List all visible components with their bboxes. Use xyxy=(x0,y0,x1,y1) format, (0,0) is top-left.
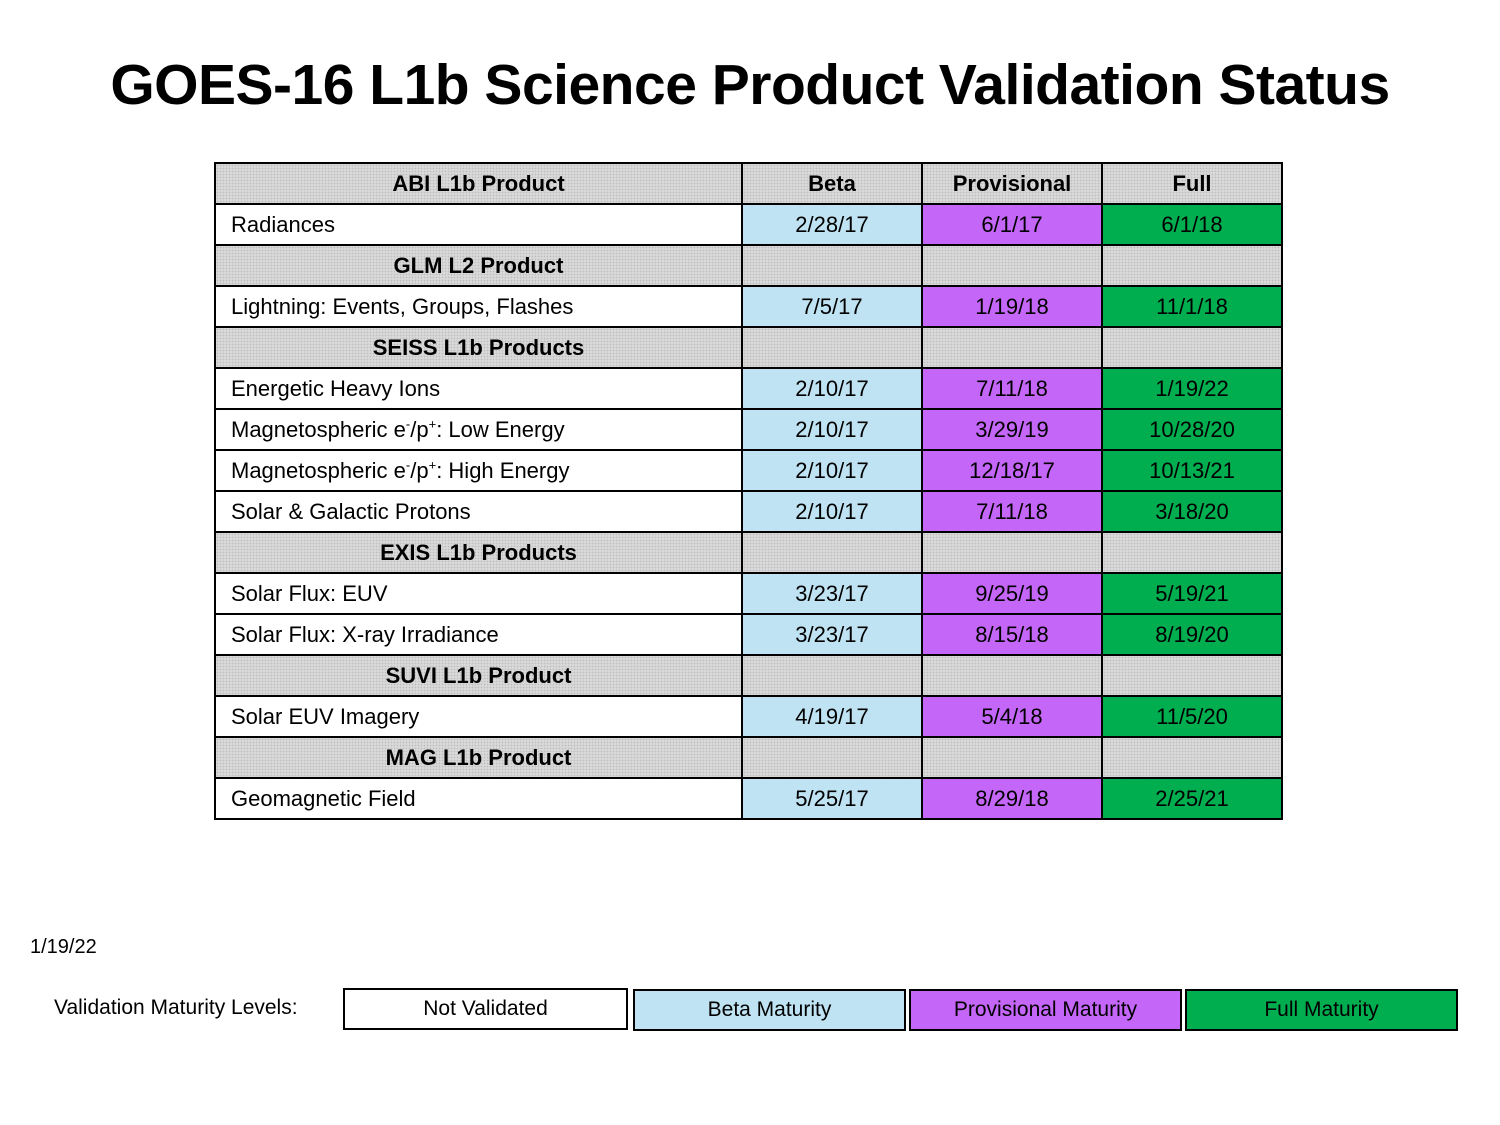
provisional-date: 1/19/18 xyxy=(921,285,1103,328)
section-row: SEISS L1b Products xyxy=(214,326,1283,369)
header-full: Full xyxy=(1101,162,1283,205)
full-date: 5/19/21 xyxy=(1101,572,1283,615)
table-row: Solar & Galactic Protons 2/10/17 7/11/18 3/… xyxy=(214,490,1283,533)
product-name-part: /p xyxy=(410,457,429,483)
table-row: Geomagnetic Field 5/25/17 8/29/18 2/25/21 xyxy=(214,777,1283,820)
section-title: EXIS L1b Products xyxy=(214,531,743,574)
legend-full-maturity: Full Maturity xyxy=(1185,989,1458,1031)
superscript: - xyxy=(405,416,411,432)
provisional-date: 8/15/18 xyxy=(921,613,1103,656)
full-date: 10/13/21 xyxy=(1101,449,1283,492)
full-date: 8/19/20 xyxy=(1101,613,1283,656)
superscript: - xyxy=(405,457,411,473)
header-beta: Beta xyxy=(741,162,923,205)
beta-date: 3/23/17 xyxy=(741,572,923,615)
provisional-date: 7/11/18 xyxy=(921,490,1103,533)
table-row: Solar Flux: EUV 3/23/17 9/25/19 5/19/21 xyxy=(214,572,1283,615)
section-empty-cell xyxy=(1101,736,1283,779)
legend-not-validated: Not Validated xyxy=(343,988,628,1030)
provisional-date: 6/1/17 xyxy=(921,203,1103,246)
beta-date: 5/25/17 xyxy=(741,777,923,820)
beta-date: 7/5/17 xyxy=(741,285,923,328)
product-name: Magnetospheric e-/p+: Low Energy xyxy=(214,408,743,451)
legend-label: Validation Maturity Levels: xyxy=(54,996,298,1019)
beta-date: 2/10/17 xyxy=(741,408,923,451)
product-name-part: : Low Energy xyxy=(436,416,565,442)
provisional-date: 7/11/18 xyxy=(921,367,1103,410)
section-empty-cell xyxy=(741,244,923,287)
section-title: MAG L1b Product xyxy=(214,736,743,779)
section-empty-cell xyxy=(741,531,923,574)
beta-date: 2/10/17 xyxy=(741,449,923,492)
section-empty-cell xyxy=(741,736,923,779)
section-empty-cell xyxy=(1101,244,1283,287)
product-name-part: : High Energy xyxy=(436,457,570,483)
header-provisional: Provisional xyxy=(921,162,1103,205)
provisional-date: 9/25/19 xyxy=(921,572,1103,615)
provisional-date: 5/4/18 xyxy=(921,695,1103,738)
section-empty-cell xyxy=(1101,654,1283,697)
full-date: 6/1/18 xyxy=(1101,203,1283,246)
product-name: Solar EUV Imagery xyxy=(214,695,743,738)
table-row: Lightning: Events, Groups, Flashes 7/5/17… xyxy=(214,285,1283,328)
section-empty-cell xyxy=(741,654,923,697)
full-date: 3/18/20 xyxy=(1101,490,1283,533)
section-row: SUVI L1b Product xyxy=(214,654,1283,697)
product-name: Solar & Galactic Protons xyxy=(214,490,743,533)
section-row: EXIS L1b Products xyxy=(214,531,1283,574)
product-name: Solar Flux: EUV xyxy=(214,572,743,615)
beta-date: 4/19/17 xyxy=(741,695,923,738)
beta-date: 2/28/17 xyxy=(741,203,923,246)
product-name: Radiances xyxy=(214,203,743,246)
section-empty-cell xyxy=(921,654,1103,697)
table-header-row: ABI L1b Product Beta Provisional Full xyxy=(214,162,1283,205)
full-date: 2/25/21 xyxy=(1101,777,1283,820)
section-empty-cell xyxy=(921,531,1103,574)
section-title: GLM L2 Product xyxy=(214,244,743,287)
table-row: Solar EUV Imagery 4/19/17 5/4/18 11/5/20 xyxy=(214,695,1283,738)
section-empty-cell xyxy=(921,244,1103,287)
section-empty-cell xyxy=(741,326,923,369)
beta-date: 2/10/17 xyxy=(741,367,923,410)
table-row: Solar Flux: X-ray Irradiance 3/23/17 8/15/… xyxy=(214,613,1283,656)
product-name: Lightning: Events, Groups, Flashes xyxy=(214,285,743,328)
legend-provisional-maturity: Provisional Maturity xyxy=(909,989,1182,1031)
superscript: + xyxy=(428,457,437,473)
product-name: Magnetospheric e-/p+: High Energy xyxy=(214,449,743,492)
table-row: Energetic Heavy Ions 2/10/17 7/11/18 1/19/2… xyxy=(214,367,1283,410)
provisional-date: 3/29/19 xyxy=(921,408,1103,451)
full-date: 10/28/20 xyxy=(1101,408,1283,451)
table-row: Magnetospheric e-/p+: Low Energy 2/10/17 3… xyxy=(214,408,1283,451)
superscript: + xyxy=(428,416,437,432)
section-title: SUVI L1b Product xyxy=(214,654,743,697)
product-name-part: /p xyxy=(410,416,429,442)
full-date: 1/19/22 xyxy=(1101,367,1283,410)
section-empty-cell xyxy=(921,736,1103,779)
section-empty-cell xyxy=(1101,531,1283,574)
section-row: MAG L1b Product xyxy=(214,736,1283,779)
section-empty-cell xyxy=(921,326,1103,369)
table-row: Magnetospheric e-/p+: High Energy 2/10/17… xyxy=(214,449,1283,492)
full-date: 11/1/18 xyxy=(1101,285,1283,328)
page-title: GOES-16 L1b Science Product Validation S… xyxy=(110,53,1390,117)
product-name-part: Magnetospheric e xyxy=(231,457,406,483)
provisional-date: 8/29/18 xyxy=(921,777,1103,820)
full-date: 11/5/20 xyxy=(1101,695,1283,738)
product-name: Solar Flux: X-ray Irradiance xyxy=(214,613,743,656)
product-name-part: Magnetospheric e xyxy=(231,416,406,442)
product-name: Energetic Heavy Ions xyxy=(214,367,743,410)
product-name: Geomagnetic Field xyxy=(214,777,743,820)
section-row: GLM L2 Product xyxy=(214,244,1283,287)
provisional-date: 12/18/17 xyxy=(921,449,1103,492)
legend-beta-maturity: Beta Maturity xyxy=(633,989,906,1031)
beta-date: 3/23/17 xyxy=(741,613,923,656)
header-product: ABI L1b Product xyxy=(214,162,743,205)
section-title: SEISS L1b Products xyxy=(214,326,743,369)
table-row: Radiances 2/28/17 6/1/17 6/1/18 xyxy=(214,203,1283,246)
section-empty-cell xyxy=(1101,326,1283,369)
date-stamp: 1/19/22 xyxy=(30,936,97,958)
beta-date: 2/10/17 xyxy=(741,490,923,533)
validation-status-table: ABI L1b Product Beta Provisional Full Ra… xyxy=(214,162,1283,820)
